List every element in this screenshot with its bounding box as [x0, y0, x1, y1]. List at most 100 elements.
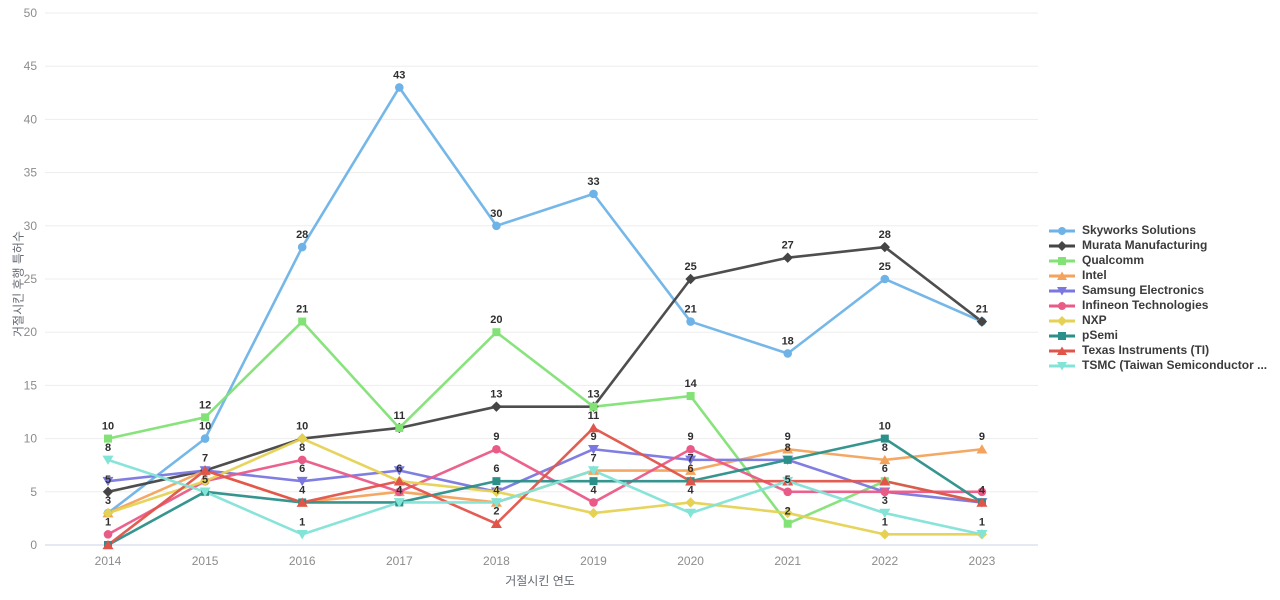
data-point[interactable] [686, 444, 695, 454]
legend-item-7[interactable]: NXP [1048, 313, 1267, 328]
data-point[interactable] [104, 434, 112, 443]
data-point[interactable] [879, 454, 891, 465]
data-point[interactable] [296, 497, 308, 507]
legend-item-10[interactable]: TSMC (Taiwan Semiconductor ... [1048, 358, 1267, 373]
data-point[interactable] [589, 477, 598, 486]
series-line-10 [106, 458, 984, 536]
data-point[interactable] [103, 530, 113, 539]
data-point[interactable] [782, 444, 794, 454]
data-point[interactable] [589, 189, 598, 199]
data-point[interactable] [297, 242, 307, 252]
data-point[interactable] [200, 434, 210, 443]
legend-item-label: pSemi [1082, 328, 1119, 342]
data-point[interactable] [588, 444, 599, 455]
legend-item-2[interactable]: Murata Manufacturing [1048, 238, 1267, 253]
data-point[interactable] [879, 529, 890, 540]
data-point[interactable] [298, 317, 307, 326]
legend-marker-icon [1049, 361, 1075, 370]
legend-item-3[interactable]: Qualcomm [1048, 253, 1267, 268]
x-axis-title: 거절시킨 연도 [505, 574, 575, 588]
legend-item-label: Intel [1082, 268, 1107, 282]
legend-item-4[interactable]: Intel [1048, 268, 1267, 283]
data-point[interactable] [976, 530, 988, 540]
data-point[interactable] [685, 465, 697, 475]
data-point[interactable] [393, 498, 405, 508]
data-point[interactable] [588, 422, 599, 433]
point-label: 21 [296, 304, 308, 316]
data-point[interactable] [685, 455, 697, 465]
data-point[interactable] [201, 413, 210, 422]
data-point[interactable] [976, 316, 988, 327]
data-point[interactable] [880, 274, 890, 284]
data-point[interactable] [588, 466, 599, 476]
series-line-2 [106, 245, 984, 494]
data-point[interactable] [395, 423, 404, 432]
data-point[interactable] [686, 317, 695, 326]
data-point[interactable] [685, 273, 696, 285]
data-point[interactable] [783, 487, 792, 497]
data-point[interactable] [102, 486, 114, 497]
data-point[interactable] [297, 455, 307, 465]
data-point[interactable] [492, 477, 501, 486]
data-point[interactable] [589, 402, 598, 411]
data-point[interactable] [685, 497, 696, 508]
data-point[interactable] [102, 507, 114, 519]
legend-item-6[interactable]: Infineon Technologies [1048, 298, 1267, 313]
data-point[interactable] [491, 401, 502, 412]
data-point[interactable] [199, 487, 211, 497]
data-point[interactable] [782, 507, 793, 519]
x-tick-label: 2018 [483, 554, 510, 568]
data-point[interactable] [976, 444, 988, 454]
data-point[interactable] [199, 475, 211, 487]
legend-item-5[interactable]: Samsung Electronics [1048, 283, 1267, 298]
data-point[interactable] [395, 83, 404, 92]
data-point[interactable] [686, 392, 695, 401]
data-point[interactable] [976, 497, 988, 507]
data-point[interactable] [783, 349, 792, 358]
data-point[interactable] [782, 252, 793, 263]
data-point[interactable] [880, 487, 890, 497]
series-line-9 [106, 426, 984, 547]
data-point[interactable] [492, 221, 501, 231]
data-point[interactable] [395, 487, 404, 497]
point-label: 18 [782, 335, 794, 347]
data-point[interactable] [782, 476, 794, 487]
data-point[interactable] [879, 476, 891, 486]
legend-item-8[interactable]: pSemi [1048, 328, 1267, 343]
data-point[interactable] [492, 328, 501, 337]
y-tick-label: 0 [30, 538, 37, 552]
point-label: 20 [490, 314, 502, 326]
data-point[interactable] [685, 508, 697, 519]
data-point[interactable] [492, 444, 501, 454]
data-point[interactable] [393, 476, 405, 486]
data-point[interactable] [490, 498, 502, 508]
y-tick-label: 30 [24, 219, 38, 233]
legend-marker-icon [1049, 286, 1075, 295]
y-tick-label: 50 [24, 6, 38, 20]
data-point[interactable] [102, 476, 114, 487]
y-axis-title: 거절시킨 후행 특허수 [11, 230, 26, 338]
data-point[interactable] [102, 455, 114, 465]
point-label: 1 [299, 516, 305, 528]
data-point[interactable] [879, 241, 890, 253]
data-point[interactable] [490, 518, 502, 529]
data-point[interactable] [783, 455, 792, 464]
data-point[interactable] [491, 486, 502, 497]
data-point[interactable] [977, 487, 987, 497]
data-point[interactable] [880, 434, 889, 443]
data-point[interactable] [783, 519, 792, 528]
data-point[interactable] [102, 540, 114, 550]
data-point[interactable] [296, 476, 308, 487]
legend-item-9[interactable]: Texas Instruments (TI) [1048, 343, 1267, 358]
data-point[interactable] [297, 433, 308, 444]
data-point[interactable] [879, 508, 891, 519]
data-point[interactable] [588, 507, 599, 519]
legend-marker-icon [1049, 301, 1075, 310]
data-point[interactable] [685, 476, 697, 486]
data-point[interactable] [199, 465, 211, 475]
data-point[interactable] [393, 466, 405, 476]
data-point[interactable] [296, 530, 308, 540]
point-label: 28 [879, 229, 891, 241]
legend-item-1[interactable]: Skyworks Solutions [1048, 223, 1267, 238]
data-point[interactable] [589, 498, 598, 507]
